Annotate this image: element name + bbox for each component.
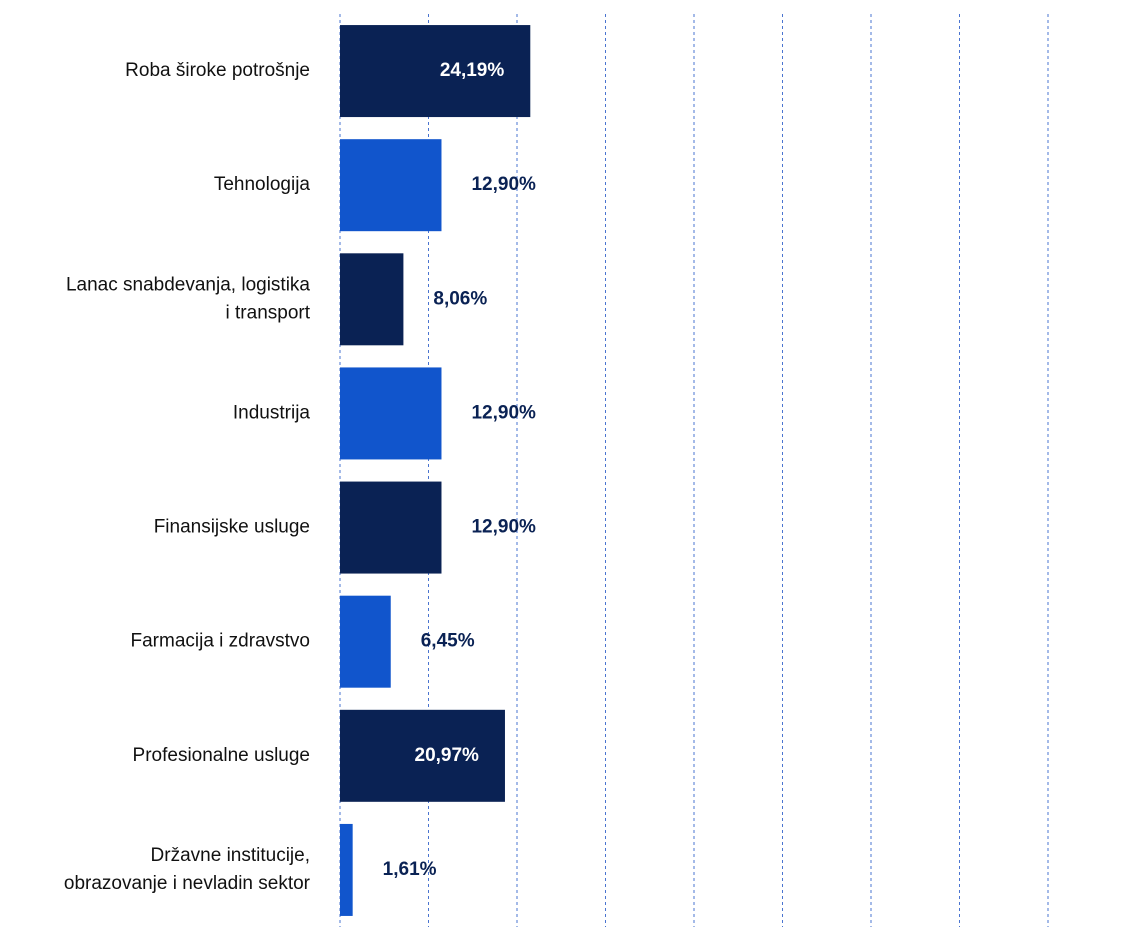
value-label: 24,19%: [440, 60, 505, 81]
category-label: Tehnologija: [214, 174, 311, 195]
category-label: Državne institucije, obrazovanje i nevlad…: [64, 845, 311, 894]
value-label: 20,97%: [415, 745, 480, 766]
bar: [340, 25, 531, 118]
category-label: Finansijske usluge: [154, 517, 310, 538]
category-label: Farmacija i zdravstvo: [131, 631, 311, 652]
category-label: Profesionalne usluge: [133, 745, 310, 766]
value-label: 12,90%: [471, 174, 536, 195]
value-label: 8,06%: [433, 288, 487, 309]
category-label: Roba široke potrošnje: [125, 60, 310, 81]
bar: [340, 367, 442, 460]
bar: [340, 253, 404, 346]
bar: [340, 709, 505, 802]
value-label: 6,45%: [421, 631, 475, 652]
value-label: 12,90%: [471, 517, 536, 538]
value-label: 1,61%: [383, 859, 437, 880]
value-label: 12,90%: [471, 402, 536, 423]
category-label: Lanac snabdevanja, logistika i transport: [66, 274, 311, 323]
bar: [340, 139, 442, 232]
category-label: Industrija: [233, 402, 311, 423]
bar: [340, 481, 442, 574]
bar: [340, 595, 391, 688]
bar: [340, 823, 353, 916]
